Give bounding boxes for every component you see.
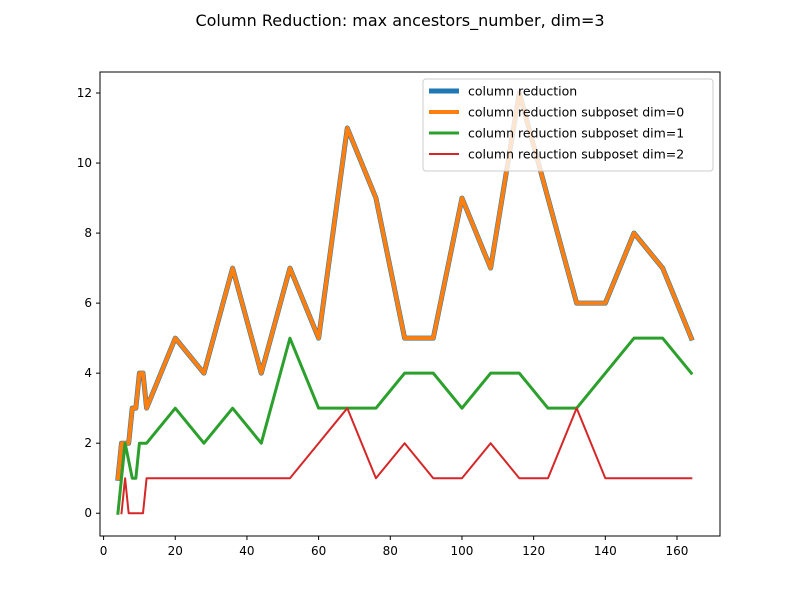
y-tick-label: 6 (84, 296, 92, 310)
legend-label: column reduction subposet dim=0 (468, 105, 684, 120)
y-tick-label: 4 (84, 366, 92, 380)
chart-title: Column Reduction: max ancestors_number, … (195, 11, 604, 31)
x-tick-label: 140 (594, 544, 617, 558)
x-tick-label: 80 (383, 544, 398, 558)
legend-box (422, 78, 714, 172)
x-axis: 0 20 40 60 80 100 120 140 160 (100, 536, 689, 558)
x-tick-label: 0 (100, 544, 108, 558)
y-tick-label: 10 (77, 156, 92, 170)
y-tick-label: 0 (84, 506, 92, 520)
plot-frame (99, 71, 721, 537)
series-layer (115, 90, 695, 515)
legend-label: column reduction subposet dim=1 (468, 126, 684, 141)
series-subposet-dim2-line (120, 407, 693, 515)
y-tick-label: 2 (84, 436, 92, 450)
series-subposet-dim0-line (115, 91, 694, 481)
x-tick-label: 60 (311, 544, 326, 558)
x-tick-label: 40 (239, 544, 254, 558)
x-tick-label: 100 (451, 544, 474, 558)
legend-label: column reduction (468, 84, 577, 99)
y-axis: 0 2 4 6 8 10 12 (77, 86, 100, 520)
y-tick-label: 12 (77, 86, 92, 100)
x-tick-label: 160 (666, 544, 689, 558)
y-tick-label: 8 (84, 226, 92, 240)
legend-label: column reduction subposet dim=2 (468, 147, 684, 162)
x-tick-label: 20 (168, 544, 183, 558)
legend: column reduction column reduction subpose… (422, 78, 714, 172)
x-tick-label: 120 (522, 544, 545, 558)
